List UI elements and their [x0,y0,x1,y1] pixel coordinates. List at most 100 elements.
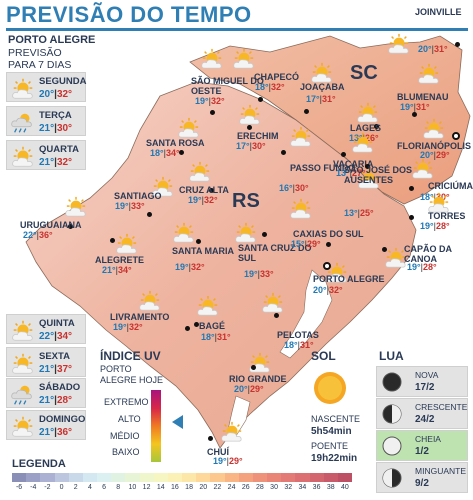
temp-separator: | [357,208,360,218]
moon-phase-date: 17/2 [415,382,435,393]
legend-tick: -6 [15,484,23,491]
temp-min: 18° [255,82,269,92]
city-temps-pelotas: 18°|31° [284,340,314,350]
temp-separator: | [433,150,436,160]
temp-min: 22° [23,230,37,240]
city-marker-criciuma [409,186,414,191]
city-temps-florianopolis: 20°|29° [420,150,450,160]
temp-separator: | [249,141,252,151]
uv-level-medio: MÉDIO [110,431,140,441]
temp-separator: | [188,262,191,272]
temp-max: 31° [433,44,448,54]
temp-min: 21° [39,395,55,406]
moon-phase-1: CRESCENTE 24/2 [376,398,468,429]
temp-separator: | [326,285,329,295]
legend-color-segment [68,473,83,482]
city-label-chapeco: CHAPECÓ [254,72,300,82]
temp-max: 28° [56,395,73,406]
temp-min: 15° [291,239,305,249]
temp-separator: | [214,332,217,342]
temp-separator: | [54,157,57,168]
legend-tick: 14 [156,484,165,491]
city-label-cruz-alta: CRUZ ALTA [179,185,229,195]
moon-title: LUA [379,349,404,363]
legend-tick: 16 [171,484,179,491]
forecast-day-name: SÁBADO [39,382,81,393]
legend-color-segment [111,473,126,482]
temp-max: 32° [270,82,285,92]
city-marker-caxias-do-sul [326,242,331,247]
temp-min: 13° [336,168,350,178]
forecast-day-4: SEXTA 21°|37° [6,347,86,377]
city-marker-bage [194,322,199,327]
temp-separator: | [163,148,166,158]
city-label-rio-grande: RIO GRANDE [229,374,287,384]
temp-max: 29° [228,456,243,466]
legend-color-segment [167,473,183,482]
temp-max: 32° [190,262,205,272]
city-temps-chui: 19°|29° [213,456,243,466]
legend-color-segment [153,473,168,482]
state-label-sc: SC [350,62,378,84]
temp-max: 32° [210,96,225,106]
forecast-day-name: TERÇA [39,110,72,121]
capital-marker-florianopolis [452,132,460,140]
temp-separator: | [54,364,57,375]
forecast-day-3: QUINTA 22°|34° [6,314,86,344]
city-label-vacaria: VACARIA [333,159,374,169]
legend-tick: 38 [326,484,335,491]
forecast-temps: 21°|36° [39,427,72,438]
legend-tick: 34 [298,484,307,491]
temp-min: 18° [420,192,434,202]
legend-tick: 6 [102,484,107,491]
partly-cloudy-icon [423,118,444,139]
forecast-day-name: QUINTA [39,318,75,329]
temp-min: 19° [400,102,414,112]
temp-max: 25° [359,208,374,218]
partly-cloudy-icon [388,33,409,54]
forecast-temps: 21°|30° [39,123,72,134]
city-label-santa-rosa: SANTA ROSA [146,138,205,148]
sunrise-label: NASCENTE [311,414,361,424]
city-label-florianopolis: FLORIANÓPOLIS [397,141,471,151]
temp-min: 18° [150,148,164,158]
temp-max: 34° [165,148,180,158]
temp-separator: | [257,269,260,279]
forecast-day-name: SEXTA [39,351,70,362]
temp-separator: | [226,456,229,466]
city-marker-lages [374,124,379,129]
city-marker-erechim [247,125,252,130]
temp-separator: | [420,262,423,272]
forecast-day-name: DOMINGO [39,414,86,425]
legend-tick: 24 [227,484,236,491]
city-temps-bage: 18°|31° [201,332,231,342]
city-marker-cruz-alta [209,188,214,193]
temp-max: 32° [203,195,218,205]
new-moon-icon [382,372,402,392]
partly-cloudy-icon [233,48,254,69]
temp-max: 29° [435,150,450,160]
uv-level-baixo: BAIXO [112,447,140,457]
city-marker-sao-jose-dos-ausentes [365,164,370,169]
legend-tick: 22 [213,484,222,491]
temp-min: 19° [188,195,202,205]
legend-color-segment [54,473,69,482]
city-temps-porto-alegre: 20°|32° [313,285,343,295]
city-marker-rio-grande [251,365,256,370]
forecast-subtitle: PREVISÃO PARA 7 DIAS [8,47,72,71]
partly-cloudy-icon [189,161,210,182]
city-marker-capao-da-canoa [382,247,387,252]
city-label-livramento: LIVRAMENTO [110,312,170,322]
temp-max: 34° [56,331,73,342]
partly-cloudy-icon [239,104,260,125]
uv-title: ÍNDICE UV [100,349,161,363]
city-label-alegrete: ALEGRETE [95,255,145,265]
forecast-day-6: DOMINGO 21°|36° [6,410,86,440]
city-marker-pelotas [274,313,279,318]
temp-max: 30° [56,123,73,134]
partly-cloudy-icon [201,48,222,69]
city-temps-passo-fundo: 16°|30° [279,183,309,193]
legend-color-segment [82,473,98,482]
temp-separator: | [208,96,211,106]
forecast-day-2: QUARTA 21°|32° [6,140,86,170]
